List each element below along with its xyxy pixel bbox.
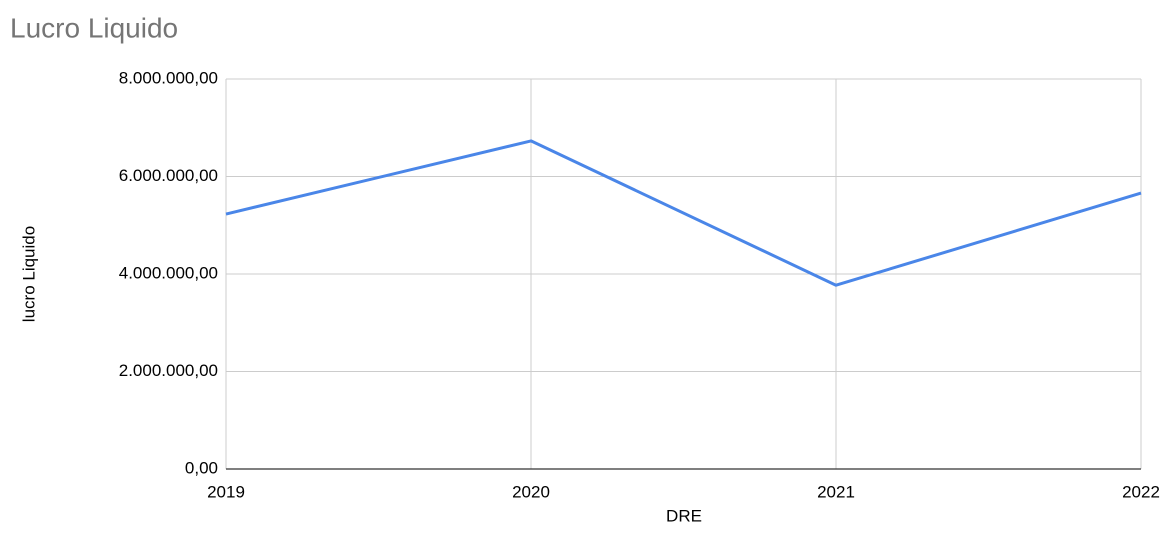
x-tick-label: 2020 [512, 482, 550, 501]
y-tick-label: 4.000.000,00 [119, 263, 218, 282]
x-axis-label: DRE [666, 506, 702, 525]
y-axis-label: lucro Liquido [19, 226, 38, 322]
y-tick-label: 6.000.000,00 [119, 166, 218, 185]
chart-title: Lucro Liquido [10, 12, 178, 43]
x-tick-label: 2019 [207, 482, 245, 501]
x-tick-label: 2021 [817, 482, 855, 501]
x-tick-label: 2022 [1122, 482, 1160, 501]
y-tick-label: 2.000.000,00 [119, 361, 218, 380]
y-tick-label: 0,00 [185, 458, 218, 477]
y-tick-label: 8.000.000,00 [119, 68, 218, 87]
line-series [225, 139, 1142, 287]
